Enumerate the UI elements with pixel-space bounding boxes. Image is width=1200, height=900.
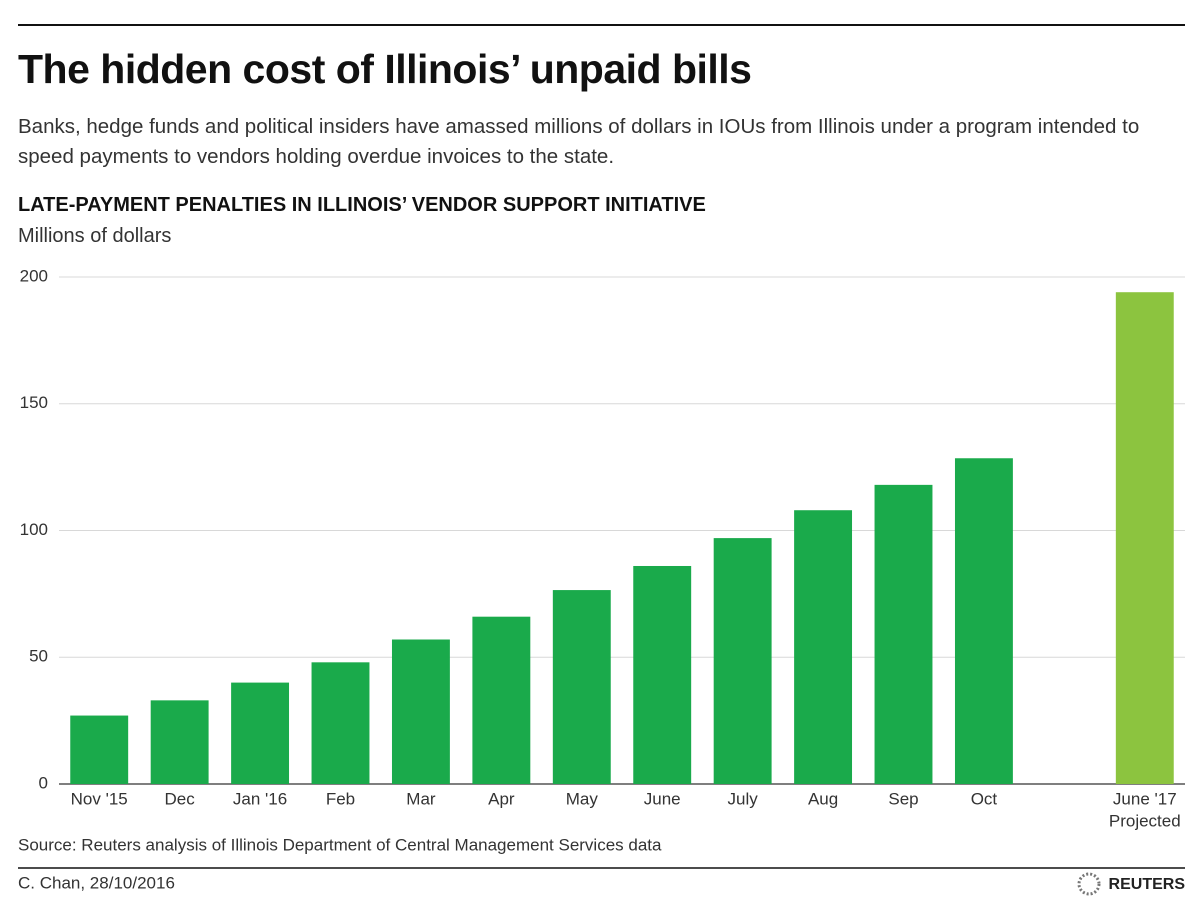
x-tick-label: May [566,789,599,808]
bar [150,700,209,784]
bar [633,565,692,784]
bar [1115,292,1174,784]
bar [794,510,853,784]
y-tick-label: 200 [20,266,48,285]
bar [713,538,772,784]
x-tick-label: Feb [326,789,355,808]
logo: REUTERS [1109,876,1186,893]
y-tick-label: 0 [39,773,48,792]
subtitle: Banks, hedge funds and political insider… [18,115,1140,168]
source: Source: Reuters analysis of Illinois Dep… [18,835,662,854]
bar [391,639,450,784]
bar [552,590,611,784]
y-tick-label: 50 [29,647,48,666]
y-tick-label: 150 [20,393,48,412]
x-tick-label: Jan '16 [233,789,287,808]
x-tick-label: Sep [888,789,918,808]
x-tick-label: Aug [808,789,838,808]
bar [311,662,370,784]
x-tick-label: Oct [971,789,998,808]
bar [954,458,1013,784]
x-tick-label: Apr [488,789,515,808]
credit: C. Chan, 28/10/2016 [18,873,175,892]
chart-title: The hidden cost of Illinois’ unpaid bill… [18,46,752,92]
x-tick-label: June '17 [1113,789,1177,808]
x-tick-label: Nov '15 [71,789,128,808]
y-axis-label: Millions of dollars [18,225,172,247]
x-tick-label: Dec [165,789,196,808]
x-tick-label: June [644,789,681,808]
logo-mark [1077,872,1101,896]
x-tick-label: July [728,789,759,808]
y-tick-label: 100 [20,520,48,539]
bar [472,616,531,784]
annotation: Projected [1109,811,1181,830]
x-tick-label: Mar [406,789,436,808]
chart-heading: LATE-PAYMENT PENALTIES IN ILLINOIS’ VEND… [18,194,706,216]
top-rule [18,24,1185,26]
bar [231,682,290,784]
bar [70,715,129,784]
bar [874,484,933,784]
